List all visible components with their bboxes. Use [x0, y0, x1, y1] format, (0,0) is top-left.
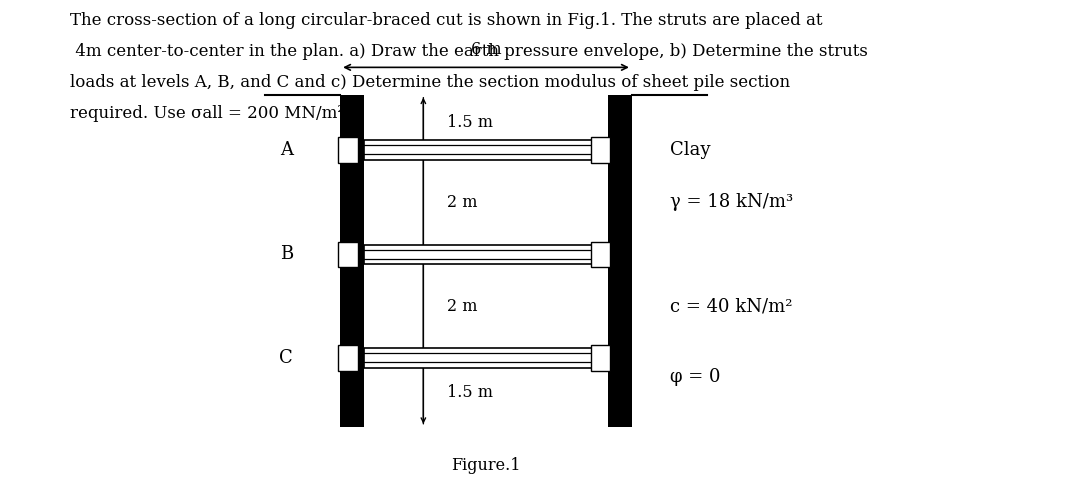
Bar	[338, 345, 357, 371]
Text: A: A	[280, 141, 293, 159]
Bar	[608, 95, 632, 427]
Bar	[364, 348, 608, 368]
Bar	[591, 137, 610, 163]
Bar	[338, 242, 357, 267]
Bar	[591, 345, 610, 371]
Text: loads at levels A, B, and C and c) Determine the section modulus of sheet pile s: loads at levels A, B, and C and c) Deter…	[70, 74, 791, 91]
Text: Clay: Clay	[670, 141, 711, 159]
Text: 6 m: 6 m	[471, 41, 501, 58]
Bar	[364, 140, 608, 160]
Bar	[364, 245, 608, 264]
Text: 1.5 m: 1.5 m	[447, 114, 494, 131]
Text: c = 40 kN/m²: c = 40 kN/m²	[670, 297, 792, 315]
Text: γ = 18 kN/m³: γ = 18 kN/m³	[670, 193, 793, 211]
Bar	[340, 95, 364, 427]
Text: 1.5 m: 1.5 m	[447, 384, 494, 401]
Text: 2 m: 2 m	[447, 194, 477, 211]
Text: The cross-section of a long circular-braced cut is shown in Fig.1. The struts ar: The cross-section of a long circular-bra…	[70, 12, 823, 29]
Bar	[338, 137, 357, 163]
Bar	[591, 242, 610, 267]
Text: B: B	[280, 246, 293, 263]
Text: 2 m: 2 m	[447, 297, 477, 315]
Text: 4m center-to-center in the plan. a) Draw the earth pressure envelope, b) Determi: 4m center-to-center in the plan. a) Draw…	[70, 43, 868, 60]
Text: required. Use σall = 200 MN/m².: required. Use σall = 200 MN/m².	[70, 105, 350, 122]
Text: Figure.1: Figure.1	[451, 457, 521, 474]
Text: C: C	[280, 349, 293, 367]
Text: φ = 0: φ = 0	[670, 368, 720, 386]
